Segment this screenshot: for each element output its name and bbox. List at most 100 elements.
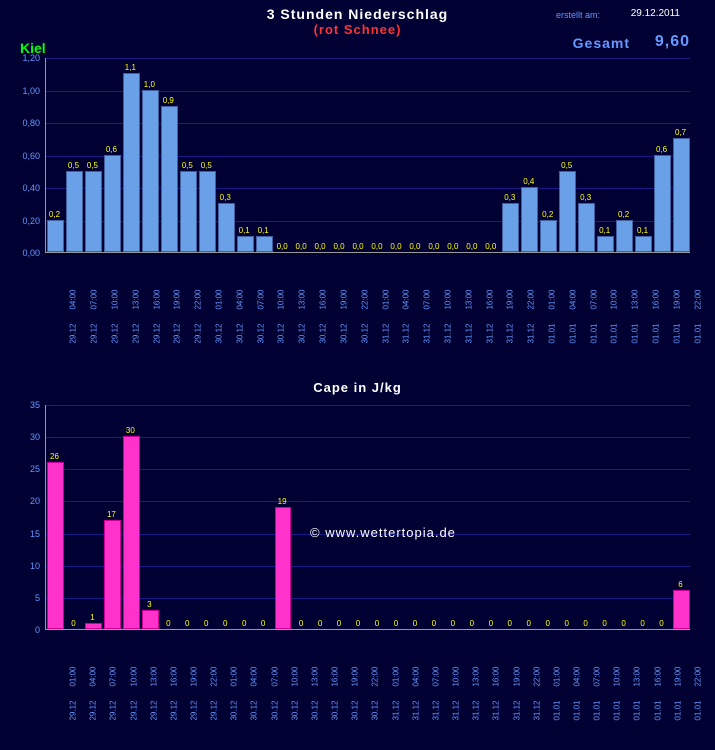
y-tick-label: 35 — [10, 400, 40, 410]
bar-value-label: 0 — [527, 619, 531, 628]
bar-value-label: 0 — [508, 619, 512, 628]
x-time-label: 07:00 — [109, 667, 118, 687]
bar-value-label: 0 — [71, 619, 75, 628]
bar-value-label: 0 — [470, 619, 474, 628]
gridline — [46, 437, 690, 438]
bar — [142, 610, 159, 629]
x-time-label: 01:00 — [230, 667, 239, 687]
x-time-label: 22:00 — [210, 667, 219, 687]
x-time-label: 04:00 — [250, 667, 259, 687]
x-day-label: 29.12 — [149, 701, 158, 721]
x-day-label: 01.01 — [653, 701, 662, 721]
x-time-label: 01:00 — [69, 667, 78, 687]
x-time-label: 10:00 — [129, 667, 138, 687]
x-day-label: 31.12 — [411, 701, 420, 721]
x-time-label: 01:00 — [391, 667, 400, 687]
x-day-label: 30.12 — [331, 701, 340, 721]
x-day-label: 30.12 — [270, 701, 279, 721]
y-tick-label: 20 — [10, 496, 40, 506]
x-time-label: 22:00 — [371, 667, 380, 687]
x-time-label: 19:00 — [673, 667, 682, 687]
x-time-label: 22:00 — [693, 667, 702, 687]
x-time-label: 22:00 — [532, 667, 541, 687]
x-day-label: 29.12 — [210, 701, 219, 721]
bar-value-label: 30 — [126, 426, 135, 435]
x-day-label: 29.12 — [109, 701, 118, 721]
bar-value-label: 0 — [242, 619, 246, 628]
bar-value-label: 0 — [356, 619, 360, 628]
bar-value-label: 0 — [299, 619, 303, 628]
bar-value-label: 0 — [261, 619, 265, 628]
x-day-label: 31.12 — [391, 701, 400, 721]
plot-area — [45, 405, 690, 630]
x-time-label: 04:00 — [89, 667, 98, 687]
bar-value-label: 0 — [318, 619, 322, 628]
bar-value-label: 17 — [107, 510, 116, 519]
bar-value-label: 0 — [413, 619, 417, 628]
x-day-label: 01.01 — [693, 701, 702, 721]
bar-value-label: 0 — [337, 619, 341, 628]
bar-value-label: 0 — [394, 619, 398, 628]
gridline — [46, 501, 690, 502]
x-day-label: 01.01 — [593, 701, 602, 721]
x-time-label: 10:00 — [452, 667, 461, 687]
bar-value-label: 0 — [432, 619, 436, 628]
bar-value-label: 0 — [375, 619, 379, 628]
x-day-label: 01.01 — [613, 701, 622, 721]
x-time-label: 16:00 — [169, 667, 178, 687]
y-tick-label: 15 — [10, 529, 40, 539]
bar — [123, 436, 140, 629]
bar-value-label: 0 — [602, 619, 606, 628]
gridline — [46, 566, 690, 567]
x-time-label: 16:00 — [492, 667, 501, 687]
x-time-label: 13:00 — [633, 667, 642, 687]
x-day-label: 01.01 — [552, 701, 561, 721]
x-time-label: 01:00 — [552, 667, 561, 687]
watermark: © www.wettertopia.de — [310, 525, 456, 540]
bar-value-label: 0 — [489, 619, 493, 628]
gridline — [46, 405, 690, 406]
x-time-label: 10:00 — [613, 667, 622, 687]
bar — [104, 520, 121, 629]
bar-value-label: 3 — [147, 600, 151, 609]
x-day-label: 30.12 — [250, 701, 259, 721]
cape-chart: 0510152025303526011730300000019000000000… — [0, 0, 715, 750]
x-day-label: 31.12 — [532, 701, 541, 721]
x-time-label: 13:00 — [149, 667, 158, 687]
x-day-label: 01.01 — [573, 701, 582, 721]
gridline — [46, 469, 690, 470]
x-day-label: 31.12 — [431, 701, 440, 721]
bar — [275, 507, 292, 629]
x-time-label: 10:00 — [290, 667, 299, 687]
x-time-label: 04:00 — [411, 667, 420, 687]
x-day-label: 30.12 — [310, 701, 319, 721]
x-day-label: 30.12 — [351, 701, 360, 721]
y-tick-label: 5 — [10, 593, 40, 603]
x-time-label: 07:00 — [270, 667, 279, 687]
bar — [47, 462, 64, 629]
x-day-label: 31.12 — [472, 701, 481, 721]
x-time-label: 16:00 — [653, 667, 662, 687]
x-time-label: 07:00 — [431, 667, 440, 687]
x-day-label: 31.12 — [492, 701, 501, 721]
x-time-label: 07:00 — [593, 667, 602, 687]
x-day-label: 29.12 — [190, 701, 199, 721]
y-tick-label: 0 — [10, 625, 40, 635]
x-time-label: 19:00 — [351, 667, 360, 687]
bar-value-label: 0 — [564, 619, 568, 628]
x-day-label: 29.12 — [69, 701, 78, 721]
x-day-label: 31.12 — [512, 701, 521, 721]
x-day-label: 30.12 — [230, 701, 239, 721]
y-tick-label: 30 — [10, 432, 40, 442]
x-day-label: 29.12 — [89, 701, 98, 721]
x-day-label: 30.12 — [290, 701, 299, 721]
y-tick-label: 10 — [10, 561, 40, 571]
x-day-label: 29.12 — [169, 701, 178, 721]
bar-value-label: 0 — [659, 619, 663, 628]
x-time-label: 13:00 — [310, 667, 319, 687]
bar-value-label: 0 — [204, 619, 208, 628]
x-time-label: 13:00 — [472, 667, 481, 687]
bar — [673, 590, 690, 629]
bar-value-label: 0 — [621, 619, 625, 628]
bar-value-label: 0 — [640, 619, 644, 628]
